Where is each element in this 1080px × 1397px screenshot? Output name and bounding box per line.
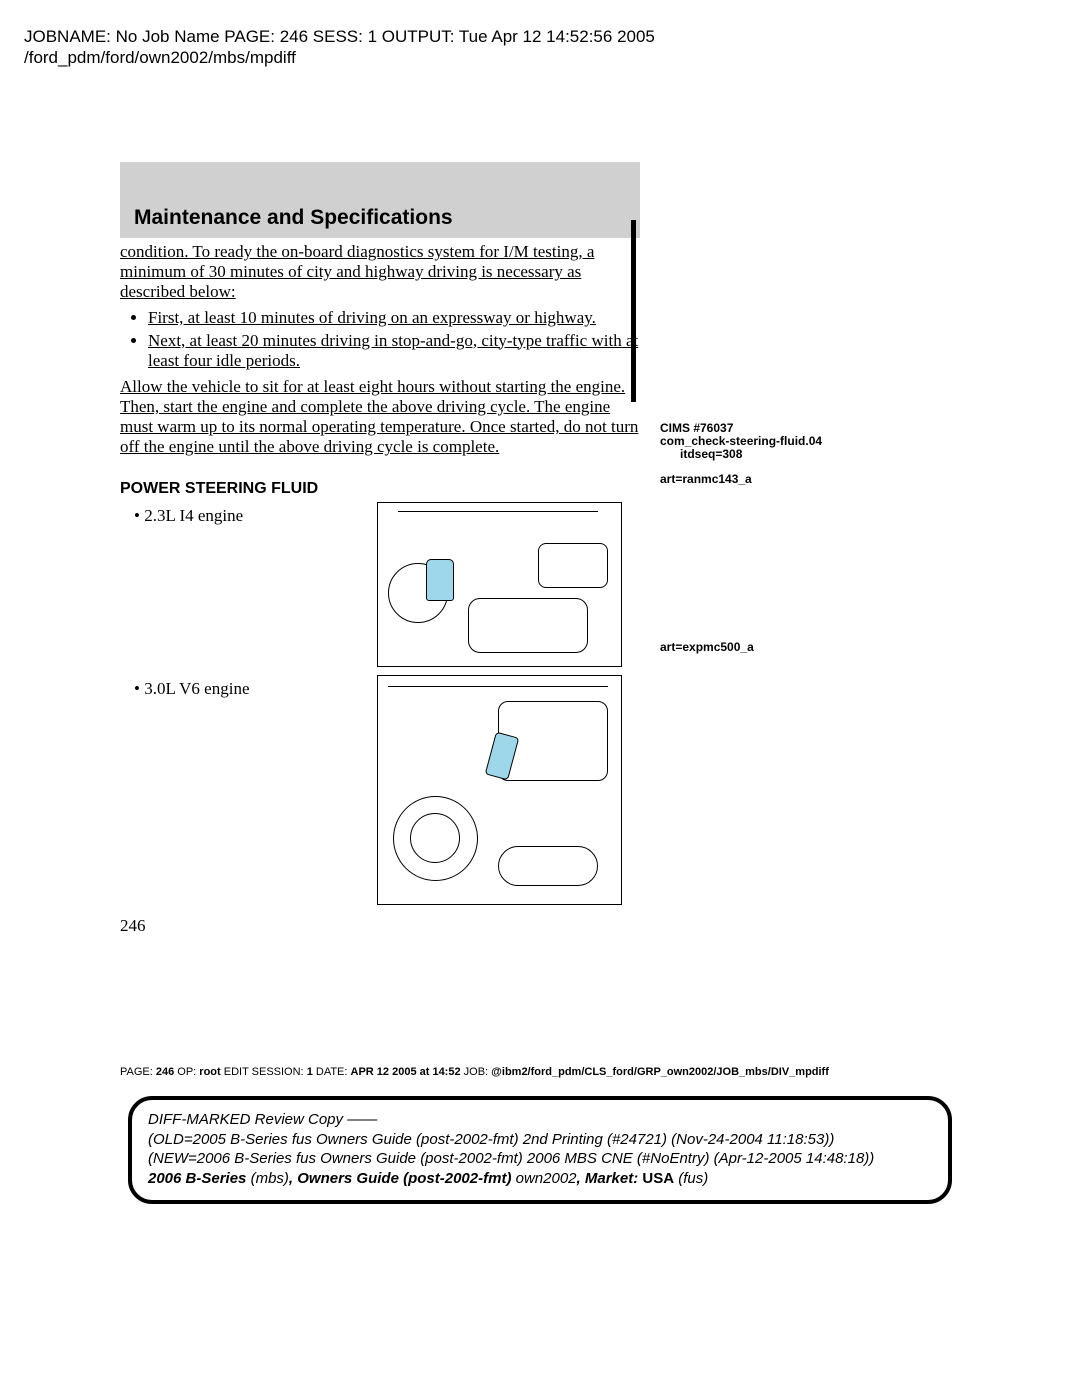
footer-text: OP: bbox=[174, 1066, 199, 1078]
review-market: USA bbox=[642, 1170, 674, 1187]
engine-row-1: 2.3L I4 engine bbox=[120, 502, 640, 667]
engine-diagram-2 bbox=[377, 675, 622, 905]
review-model: 2006 B-Series bbox=[148, 1170, 246, 1187]
footer-text: JOB: bbox=[461, 1066, 492, 1078]
page-number: 246 bbox=[120, 916, 146, 936]
review-fus: (fus) bbox=[674, 1170, 708, 1187]
review-line-new: (NEW=2006 B-Series fus Owners Guide (pos… bbox=[148, 1149, 932, 1169]
margin-cims-note: CIMS #76037 com_check-steering-fluid.04 … bbox=[660, 422, 822, 462]
footer-page: 246 bbox=[156, 1066, 174, 1078]
section-title-block: Maintenance and Specifications bbox=[120, 162, 640, 238]
engine-label-1: 2.3L I4 engine bbox=[148, 506, 377, 526]
margin-line: itdseq=308 bbox=[660, 448, 822, 461]
review-guide: , Owners Guide (post-2002-fmt) bbox=[289, 1170, 512, 1187]
footer-op: root bbox=[199, 1066, 220, 1078]
job-header-line2: /ford_pdm/ford/own2002/mbs/mpdiff bbox=[24, 47, 1080, 68]
review-line-1: DIFF-MARKED Review Copy —— bbox=[148, 1110, 932, 1130]
margin-art-ref-2: art=expmc500_a bbox=[660, 640, 754, 654]
review-own: own2002 bbox=[511, 1170, 576, 1187]
footer-text: DATE: bbox=[313, 1066, 351, 1078]
change-bar bbox=[631, 220, 636, 402]
followup-paragraph: Allow the vehicle to sit for at least ei… bbox=[120, 377, 640, 457]
review-copy-box: DIFF-MARKED Review Copy —— (OLD=2005 B-S… bbox=[128, 1096, 952, 1204]
review-market-label: , Market: bbox=[577, 1170, 643, 1187]
footer-meta: PAGE: 246 OP: root EDIT SESSION: 1 DATE:… bbox=[120, 1066, 960, 1078]
footer-date: APR 12 2005 at 14:52 bbox=[351, 1066, 461, 1078]
job-header: JOBNAME: No Job Name PAGE: 246 SESS: 1 O… bbox=[0, 0, 1080, 69]
footer-job: @ibm2/ford_pdm/CLS_ford/GRP_own2002/JOB_… bbox=[491, 1066, 829, 1078]
engine-diagram-1 bbox=[377, 502, 622, 667]
footer-text: PAGE: bbox=[120, 1066, 156, 1078]
job-header-line1: JOBNAME: No Job Name PAGE: 246 SESS: 1 O… bbox=[24, 26, 1080, 47]
review-code: (mbs) bbox=[246, 1170, 289, 1187]
page-content: Maintenance and Specifications condition… bbox=[120, 162, 640, 905]
intro-paragraph: condition. To ready the on-board diagnos… bbox=[120, 242, 640, 302]
margin-art-ref-1: art=ranmc143_a bbox=[660, 472, 752, 486]
engine-row-2: 3.0L V6 engine bbox=[120, 675, 640, 905]
section-title: Maintenance and Specifications bbox=[134, 206, 640, 230]
review-line-old: (OLD=2005 B-Series fus Owners Guide (pos… bbox=[148, 1130, 932, 1150]
bullet-item: Next, at least 20 minutes driving in sto… bbox=[148, 331, 640, 372]
driving-bullets: First, at least 10 minutes of driving on… bbox=[148, 308, 640, 371]
power-steering-heading: POWER STEERING FLUID bbox=[120, 480, 640, 498]
review-line-summary: 2006 B-Series (mbs), Owners Guide (post-… bbox=[148, 1169, 932, 1189]
bullet-item: First, at least 10 minutes of driving on… bbox=[148, 308, 640, 328]
engine-label-2: 3.0L V6 engine bbox=[148, 679, 377, 699]
footer-text: EDIT SESSION: bbox=[221, 1066, 307, 1078]
